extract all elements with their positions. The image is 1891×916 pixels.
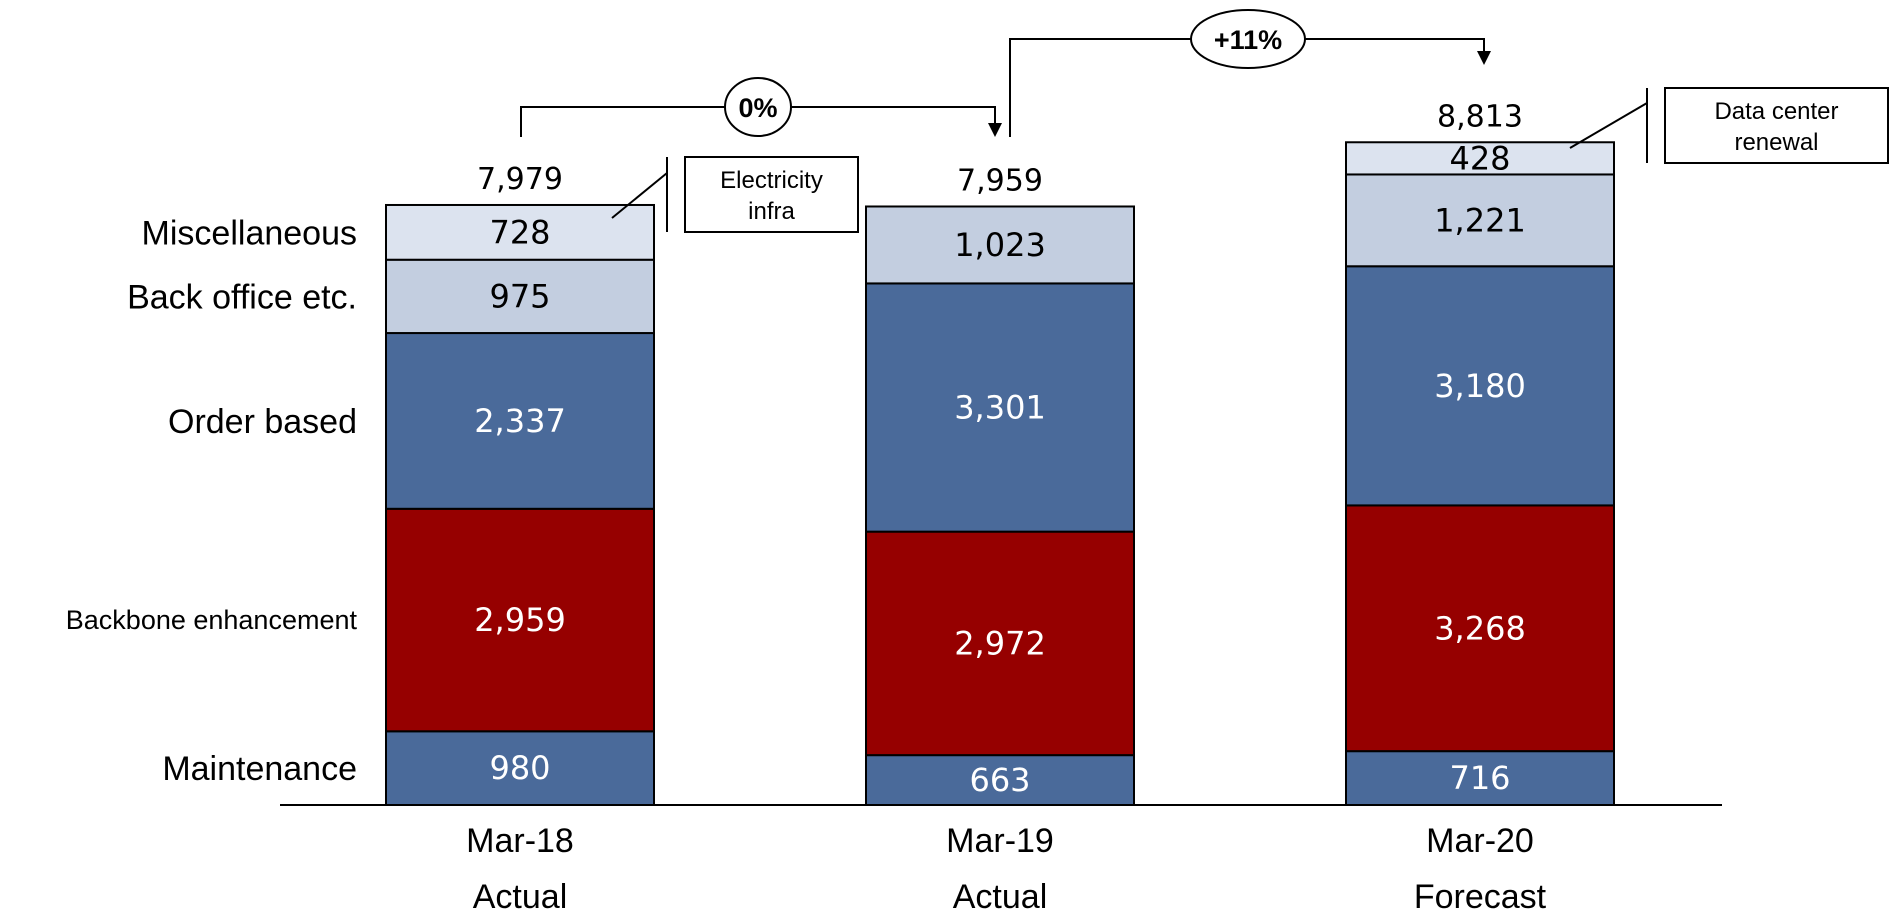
total-label-mar-20: 8,813 xyxy=(1437,99,1523,134)
labels-layer: 980 2,959 2,337 975 728 7,979 Mar-18 Actual 663 2… xyxy=(66,99,1547,916)
series-label-miscellaneous: Miscellaneous xyxy=(142,214,357,252)
value-label-mar-18-backbone-enhancement: 2,959 xyxy=(474,601,566,639)
x-tick-label-mar-20: Mar-20 xyxy=(1426,822,1534,860)
callout-leader-line xyxy=(1569,102,1648,149)
x-tick-label-mar-19: Mar-19 xyxy=(946,822,1054,860)
series-label-back-office-etc: Back office etc. xyxy=(127,278,357,316)
value-label-mar-19-maintenance: 663 xyxy=(969,761,1030,799)
callout-text-line: Electricity xyxy=(720,167,823,194)
bar-mar-18-back-office-etc xyxy=(385,258,655,335)
value-label-mar-18-order-based: 2,337 xyxy=(474,402,566,440)
bar-mar-20-data-center xyxy=(1345,141,1615,176)
value-label-mar-20-maintenance: 716 xyxy=(1449,759,1510,797)
value-label-mar-18-maintenance: 980 xyxy=(489,749,550,787)
bar-mar-19-backbone-enhancement xyxy=(865,530,1135,757)
series-label-backbone-enhancement: Backbone enhancement xyxy=(66,605,358,635)
value-label-mar-20-back-office-etc: 1,221 xyxy=(1434,201,1526,239)
value-label-mar-19-order-based: 3,301 xyxy=(954,389,1046,427)
bars-layer xyxy=(280,141,1722,807)
total-label-mar-19: 7,959 xyxy=(957,163,1043,198)
callout-box xyxy=(1664,87,1889,164)
callout-leader-line xyxy=(611,172,668,219)
bar-mar-20-back-office-etc xyxy=(1345,173,1615,268)
x-sublabel-mar-20: Forecast xyxy=(1414,878,1547,916)
growth-label: 0% xyxy=(738,93,777,123)
total-label-mar-18: 7,979 xyxy=(477,162,563,197)
callout-text-line: renewal xyxy=(1734,129,1818,156)
value-label-mar-18-miscellaneous: 728 xyxy=(489,213,550,251)
bar-mar-19-order-based xyxy=(865,282,1135,533)
callout-electricity-infra: Electricity infra xyxy=(611,156,859,233)
callout-text-line: Data center xyxy=(1714,98,1838,125)
growth-connector-mar-19-to-mar-20: +11% xyxy=(1009,9,1491,137)
bar-mar-18-miscellaneous xyxy=(385,203,655,261)
value-label-mar-19-backbone-enhancement: 2,972 xyxy=(954,624,1046,662)
x-tick-label-mar-18: Mar-18 xyxy=(466,822,574,860)
x-sublabel-mar-19: Actual xyxy=(953,878,1048,916)
growth-label: +11% xyxy=(1214,25,1282,55)
value-label-mar-20-backbone-enhancement: 3,268 xyxy=(1434,609,1526,647)
series-label-order-based: Order based xyxy=(168,403,357,441)
bar-mar-18-backbone-enhancement xyxy=(385,507,655,733)
bar-mar-19-back-office-etc xyxy=(865,205,1135,285)
growth-bubble xyxy=(724,77,792,137)
callout-box xyxy=(684,156,859,233)
x-sublabel-mar-18: Actual xyxy=(473,878,568,916)
bar-mar-19-maintenance xyxy=(865,754,1135,806)
growth-bubble xyxy=(1190,9,1306,69)
value-label-mar-19-back-office-etc: 1,023 xyxy=(954,226,1046,264)
arrow-head-icon xyxy=(988,123,1002,137)
bar-mar-18-maintenance xyxy=(385,730,655,807)
annotations-layer: Electricity infra Data center renewal 0% +11% xyxy=(520,9,1889,233)
bar-mar-20-maintenance xyxy=(1345,750,1615,806)
bar-mar-20-order-based xyxy=(1345,265,1615,507)
series-label-maintenance: Maintenance xyxy=(162,750,357,788)
callout-text-line: infra xyxy=(748,198,795,225)
arrow-head-icon xyxy=(1477,51,1491,65)
callout-data-center-renewal: Data center renewal xyxy=(1569,87,1889,164)
value-label-mar-18-back-office-etc: 975 xyxy=(489,277,550,315)
bar-mar-20-backbone-enhancement xyxy=(1345,504,1615,753)
value-label-mar-20-data-center: 428 xyxy=(1449,139,1510,177)
value-label-mar-20-order-based: 3,180 xyxy=(1434,367,1526,405)
growth-connector-mar-18-to-mar-19: 0% xyxy=(520,77,1002,137)
